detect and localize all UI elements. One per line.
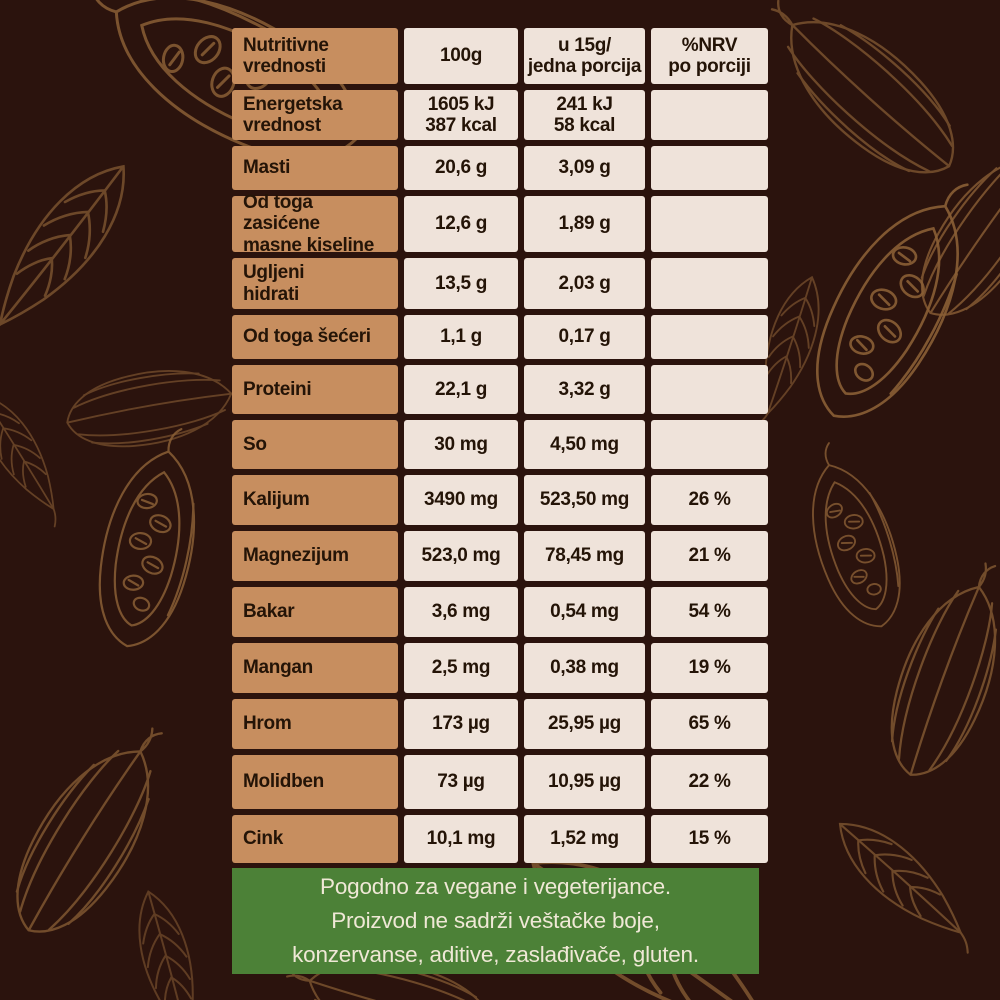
row-per-portion: 523,50 mg: [524, 475, 645, 525]
row-label: Cink: [232, 815, 398, 863]
row-label: Energetska vrednost: [232, 90, 398, 140]
row-per-100g: 173 µg: [404, 699, 518, 749]
row-per-100g: 22,1 g: [404, 365, 518, 414]
cocoa-pod-icon: [0, 703, 194, 956]
row-label: Hrom: [232, 699, 398, 749]
row-per-portion: 0,17 g: [524, 315, 645, 359]
cocoa-leaf-icon: [0, 146, 148, 363]
row-per-100g: 20,6 g: [404, 146, 518, 190]
row-per-100g: 13,5 g: [404, 258, 518, 309]
row-per-portion: 4,50 mg: [524, 420, 645, 469]
row-nrv: [651, 258, 768, 309]
row-label: Kalijum: [232, 475, 398, 525]
row-nrv: [651, 315, 768, 359]
row-per-portion: 1,89 g: [524, 196, 645, 252]
row-nrv: 65 %: [651, 699, 768, 749]
cocoa-pod-icon: [869, 547, 1000, 791]
cocoa-leaf-icon: [0, 384, 80, 534]
row-per-portion: 1,52 mg: [524, 815, 645, 863]
row-per-portion: 78,45 mg: [524, 531, 645, 581]
row-per-portion: 241 kJ 58 kcal: [524, 90, 645, 140]
row-per-100g: 73 µg: [404, 755, 518, 809]
row-per-100g: 1605 kJ 387 kcal: [404, 90, 518, 140]
row-per-100g: 10,1 mg: [404, 815, 518, 863]
row-label: Masti: [232, 146, 398, 190]
row-nrv: 22 %: [651, 755, 768, 809]
row-nrv: 19 %: [651, 643, 768, 693]
row-nrv: 15 %: [651, 815, 768, 863]
row-label: Od toga šećeri: [232, 315, 398, 359]
row-nrv: [651, 146, 768, 190]
row-nrv: 54 %: [651, 587, 768, 637]
row-label: Molidben: [232, 755, 398, 809]
row-label: Bakar: [232, 587, 398, 637]
row-per-100g: 1,1 g: [404, 315, 518, 359]
row-label: Magnezijum: [232, 531, 398, 581]
row-per-portion: 3,32 g: [524, 365, 645, 414]
header-nrv: %NRV po porciji: [651, 28, 768, 84]
cocoa-pod-icon: [60, 354, 260, 459]
cocoa-leaf-icon: [125, 884, 216, 1000]
header-portion: u 15g/ jedna porcija: [524, 28, 645, 84]
row-nrv: 26 %: [651, 475, 768, 525]
nutrition-table: Nutritivne vrednosti 100g u 15g/ jedna p…: [232, 28, 768, 863]
row-per-100g: 523,0 mg: [404, 531, 518, 581]
row-per-100g: 3490 mg: [404, 475, 518, 525]
row-nrv: [651, 196, 768, 252]
row-per-portion: 2,03 g: [524, 258, 645, 309]
vegan-note-band: Pogodno za vegane i vegeterijance. Proiz…: [232, 868, 759, 974]
row-label: So: [232, 420, 398, 469]
row-per-100g: 30 mg: [404, 420, 518, 469]
row-per-portion: 0,54 mg: [524, 587, 645, 637]
row-nrv: [651, 420, 768, 469]
vegan-note-text: Pogodno za vegane i vegeterijance. Proiz…: [292, 874, 699, 967]
row-nrv: [651, 365, 768, 414]
row-label: Mangan: [232, 643, 398, 693]
row-nrv: 21 %: [651, 531, 768, 581]
row-per-portion: 10,95 µg: [524, 755, 645, 809]
row-nrv: [651, 90, 768, 140]
open-cocoa-pod-icon: [83, 417, 218, 657]
row-per-portion: 3,09 g: [524, 146, 645, 190]
open-cocoa-pod-icon: [786, 432, 918, 639]
row-per-portion: 25,95 µg: [524, 699, 645, 749]
row-per-100g: 2,5 mg: [404, 643, 518, 693]
row-label: Od toga zasićene masne kiseline: [232, 192, 398, 256]
row-label: Ugljeni hidrati: [232, 258, 398, 309]
cocoa-pod-icon: [741, 0, 981, 201]
row-per-portion: 0,38 mg: [524, 643, 645, 693]
row-per-100g: 12,6 g: [404, 196, 518, 252]
header-nutritivne-vrednosti: Nutritivne vrednosti: [232, 28, 398, 84]
header-100g: 100g: [404, 28, 518, 84]
cocoa-leaf-icon: [822, 805, 992, 964]
row-per-100g: 3,6 mg: [404, 587, 518, 637]
row-label: Proteini: [232, 365, 398, 414]
